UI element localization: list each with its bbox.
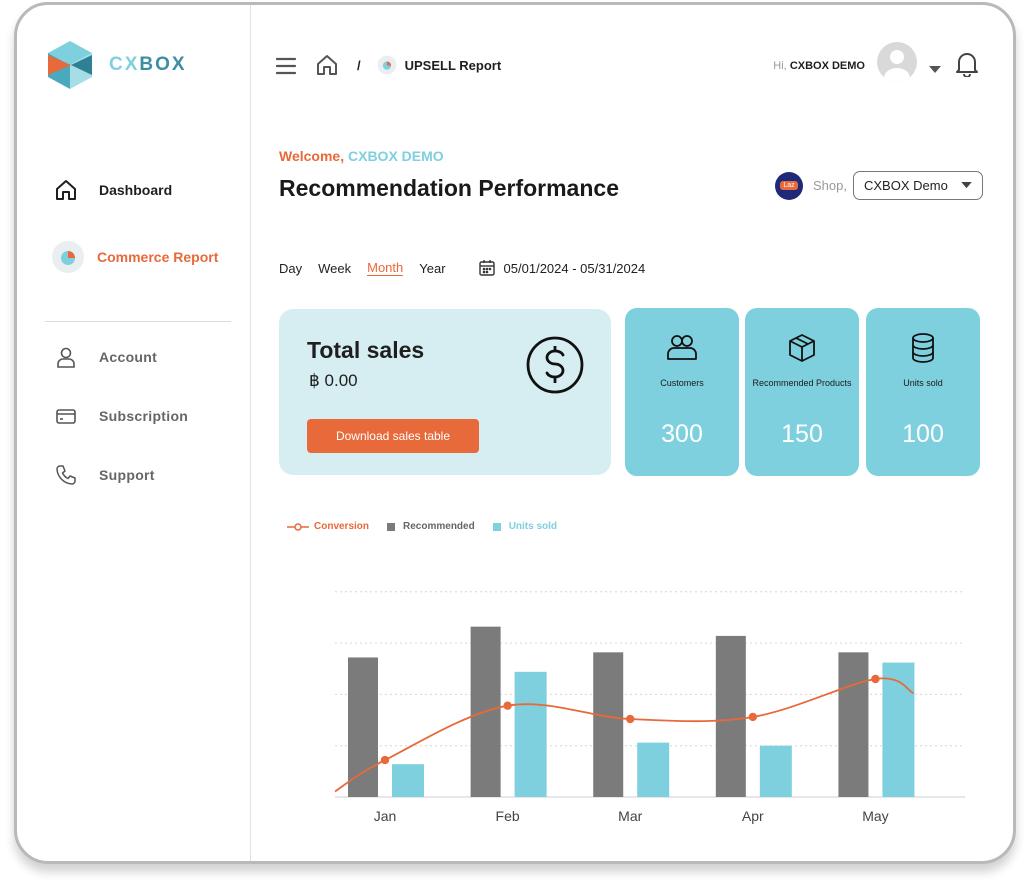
box-icon [745, 332, 859, 364]
bar-units-sold [759, 745, 792, 797]
breadcrumb-separator: / [357, 57, 361, 73]
stat-label: Customers [660, 378, 704, 388]
sidebar-item-commerce-report[interactable]: Commerce Report [51, 240, 218, 274]
sidebar-item-subscription[interactable]: Subscription [53, 403, 188, 429]
line-point-conversion [871, 674, 880, 684]
sidebar-item-label: Account [99, 349, 158, 365]
legend-item-recommended[interactable]: Recommended [387, 521, 475, 532]
stat-value: 150 [781, 420, 823, 448]
bar-units-sold [392, 764, 424, 797]
chevron-down-icon [961, 182, 972, 189]
breadcrumb-current[interactable]: UPSELL Report [404, 57, 502, 73]
people-icon [625, 332, 739, 364]
shop-label: Shop, [813, 178, 847, 193]
lazada-shop-icon: Laz [775, 171, 804, 200]
bar-units-sold [637, 742, 670, 797]
date-range[interactable]: 05/01/2024 - 05/31/2024 [503, 260, 646, 276]
sidebar-item-label: Dashboard [99, 182, 173, 198]
total-sales-value: ฿ 0.00 [309, 371, 358, 390]
period-month[interactable]: Month [367, 260, 404, 276]
page-title: Recommendation Performance [279, 175, 619, 201]
download-sales-button[interactable]: Download sales table [307, 419, 479, 453]
bar-recommended [838, 652, 869, 797]
stat-card-units-sold: Units sold 100 [866, 308, 980, 476]
period-day[interactable]: Day [279, 260, 303, 276]
sidebar-item-support[interactable]: Support [53, 462, 155, 488]
dollar-icon [525, 335, 585, 400]
sidebar-item-dashboard[interactable]: Dashboard [53, 177, 172, 203]
breadcrumb-home-icon[interactable] [315, 53, 339, 77]
report-icon [377, 55, 397, 75]
welcome-text: Welcome, CXBOX DEMO [279, 148, 444, 164]
sidebar-item-label: Commerce Report [97, 249, 219, 265]
period-year[interactable]: Year [419, 260, 446, 276]
chart-legend: Conversion Recommended Units sold [287, 521, 575, 532]
legend-swatch [492, 522, 501, 531]
performance-chart: Jan Feb Mar Apr May [334, 591, 965, 824]
calendar-icon[interactable] [478, 259, 496, 277]
menu-icon[interactable] [275, 57, 297, 80]
bar-recommended [593, 652, 624, 797]
sidebar-divider [45, 321, 231, 322]
total-sales-title: Total sales [307, 337, 425, 363]
bar-recommended [348, 657, 378, 797]
sidebar-item-label: Subscription [99, 408, 189, 424]
home-icon [53, 177, 79, 203]
x-tick-label: Apr [742, 808, 764, 824]
stat-label: Recommended Products [752, 378, 852, 388]
bar-recommended [715, 635, 746, 797]
breadcrumb: / UPSELL Report [315, 53, 501, 77]
legend-item-units-sold[interactable]: Units sold [492, 521, 557, 532]
line-marker-icon [287, 522, 309, 531]
stat-card-customers: Customers 300 [625, 308, 739, 476]
avatar[interactable] [877, 42, 917, 82]
card-icon [53, 403, 79, 429]
user-greeting: Hi, CXBOX DEMO [773, 60, 865, 72]
stat-value: 100 [902, 420, 944, 448]
report-icon [51, 240, 85, 274]
database-icon [866, 332, 980, 364]
app-window: CXBOX Dashboard Commerce Report Account [14, 2, 1016, 864]
legend-swatch [387, 522, 396, 531]
chevron-down-icon[interactable] [929, 61, 941, 79]
stat-card-recommended-products: Recommended Products 150 [745, 308, 859, 476]
brand-logo[interactable]: CXBOX [45, 39, 187, 91]
bar-units-sold [514, 671, 547, 797]
sidebar-item-label: Support [99, 467, 155, 483]
shop-dropdown[interactable]: CXBOX Demo [853, 171, 983, 200]
phone-icon [53, 462, 79, 488]
x-tick-label: Feb [496, 808, 520, 824]
bell-icon[interactable] [955, 51, 979, 82]
line-point-conversion [380, 755, 390, 765]
line-point-conversion [748, 712, 758, 722]
stat-label: Units sold [903, 378, 943, 388]
brand-name: CXBOX [109, 54, 187, 75]
sidebar-item-account[interactable]: Account [53, 344, 157, 370]
period-week[interactable]: Week [318, 260, 352, 276]
total-sales-card: Total sales ฿ 0.00 Download sales table [279, 309, 611, 475]
shop-selector: Laz Shop, CXBOX Demo [775, 171, 983, 200]
x-tick-label: Jan [374, 808, 397, 824]
cxbox-logo-icon [48, 41, 92, 89]
x-tick-label: Mar [618, 808, 642, 824]
line-point-conversion [626, 714, 635, 724]
legend-item-conversion[interactable]: Conversion [287, 521, 369, 532]
user-icon [53, 344, 79, 370]
bar-units-sold [882, 662, 915, 797]
sidebar: CXBOX Dashboard Commerce Report Account [17, 5, 251, 861]
stat-value: 300 [661, 420, 703, 448]
period-selector: Day Week Month Year 05/01/2024 - 05/31/2… [279, 259, 645, 277]
line-point-conversion [503, 701, 512, 710]
x-tick-label: May [862, 808, 888, 824]
